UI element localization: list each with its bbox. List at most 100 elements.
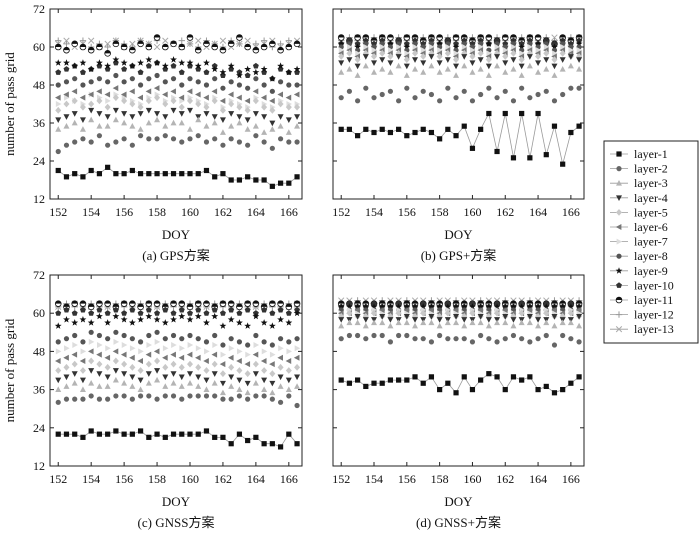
data-point [138, 348, 144, 355]
data-point [236, 393, 243, 399]
data-point [535, 53, 542, 60]
data-point [437, 98, 443, 104]
data-point [269, 300, 276, 307]
data-point [285, 129, 292, 135]
data-point [576, 57, 583, 63]
data-point [187, 107, 193, 114]
y-tick-label: 24 [33, 421, 45, 435]
data-point [154, 329, 160, 335]
data-point [121, 371, 128, 377]
data-point [494, 54, 501, 60]
data-point [211, 360, 218, 368]
series-layer-2 [338, 332, 582, 348]
data-point [428, 91, 435, 98]
series-layer-3 [55, 116, 301, 135]
data-point [277, 79, 284, 85]
series-layer-11 [54, 34, 301, 57]
data-point [129, 76, 135, 82]
data-point [494, 44, 501, 50]
data-point [137, 339, 144, 345]
data-point [420, 126, 426, 132]
data-point [542, 303, 550, 310]
data-point [253, 177, 259, 183]
data-point [244, 106, 251, 114]
data-point [178, 383, 185, 389]
data-point [88, 428, 94, 434]
data-point [72, 332, 78, 339]
data-point [170, 371, 177, 377]
data-point [120, 43, 128, 51]
data-point [461, 317, 468, 323]
data-point [121, 171, 127, 177]
data-point [568, 85, 574, 91]
data-point [527, 339, 533, 345]
data-point [559, 65, 566, 72]
data-point [194, 300, 202, 307]
data-point [236, 367, 243, 374]
data-point [346, 88, 353, 94]
data-point [203, 367, 210, 374]
data-point [219, 97, 226, 104]
data-point [354, 313, 361, 320]
data-point [379, 380, 385, 386]
data-point [269, 389, 276, 396]
data-point [371, 53, 378, 60]
x-tick-label: 160 [463, 472, 481, 486]
data-point [436, 34, 443, 41]
data-point [363, 336, 369, 342]
data-point [178, 94, 185, 101]
panel-4: 152 154 156 158 160 162 164 166 DOY (d) GNSS+方案 [332, 274, 585, 530]
data-point [113, 428, 119, 434]
data-point [338, 322, 345, 329]
data-point [220, 351, 227, 358]
data-point [64, 94, 70, 101]
data-point [104, 50, 111, 57]
data-point [354, 72, 361, 78]
data-point [211, 88, 218, 95]
data-point [338, 53, 345, 60]
data-point [145, 351, 152, 358]
data-point [502, 387, 508, 393]
data-point [55, 357, 61, 364]
data-point [137, 82, 144, 88]
data-point [203, 59, 210, 66]
data-point [252, 312, 260, 320]
data-point [235, 71, 243, 79]
data-point [195, 354, 201, 361]
data-point [363, 85, 369, 91]
data-point [277, 100, 284, 108]
data-point [236, 386, 243, 392]
data-point [260, 43, 268, 51]
data-point [228, 177, 234, 183]
data-point [170, 332, 177, 339]
data-point [104, 122, 111, 129]
data-point [129, 396, 135, 402]
data-point [294, 122, 301, 129]
data-point [212, 434, 218, 440]
series-layer-6 [55, 85, 300, 104]
data-point [420, 380, 426, 386]
data-point [362, 303, 370, 310]
data-point [55, 69, 62, 75]
data-point [470, 47, 476, 54]
data-point [420, 53, 427, 60]
data-point [252, 62, 259, 69]
data-point [387, 377, 394, 383]
data-point [162, 434, 168, 440]
data-point [535, 110, 541, 117]
data-point [436, 60, 443, 67]
data-point [576, 322, 583, 329]
data-point [444, 309, 451, 317]
data-point [79, 69, 86, 75]
data-point [145, 97, 152, 105]
data-point [452, 307, 459, 314]
data-point [396, 126, 402, 132]
data-point [154, 396, 160, 402]
data-point [428, 54, 435, 60]
data-point [252, 40, 260, 48]
data-point [285, 43, 293, 51]
data-point [453, 133, 459, 139]
data-point [277, 306, 284, 313]
data-point [145, 62, 152, 69]
data-point [543, 332, 549, 339]
